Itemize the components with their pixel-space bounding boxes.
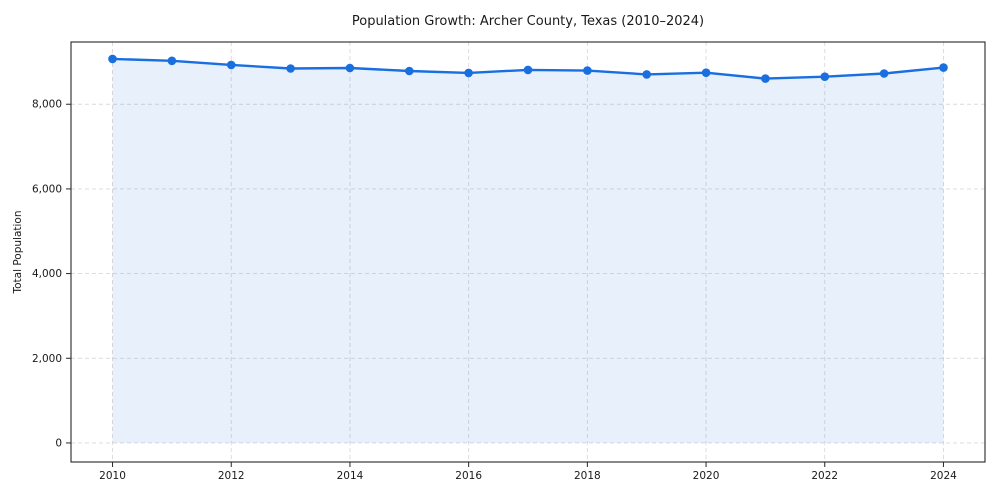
data-point — [464, 68, 473, 78]
grid — [71, 42, 985, 462]
data-point — [879, 69, 889, 78]
data-point — [226, 60, 236, 70]
data-point — [701, 68, 711, 77]
chart-title: Population Growth: Archer County, Texas … — [352, 14, 704, 29]
plot-border — [70, 41, 986, 463]
x-tick-label: 2014 — [337, 470, 364, 482]
data-point — [820, 72, 830, 81]
x-tick-label: 2016 — [455, 470, 482, 482]
data-point — [761, 74, 770, 83]
data-point — [405, 66, 414, 76]
x-tick-label: 2020 — [693, 470, 720, 482]
data-point — [108, 54, 117, 64]
area-fill — [112, 58, 944, 443]
x-tick-label: 2010 — [99, 470, 126, 482]
y-tick-label: 0 — [55, 437, 62, 449]
y-axis-label: Total Population — [12, 210, 24, 294]
y-tick-label: 6,000 — [32, 183, 62, 195]
data-series — [108, 54, 948, 443]
data-point — [167, 56, 177, 66]
data-point — [583, 66, 592, 75]
y-tick-label: 4,000 — [32, 268, 62, 280]
x-tick-label: 2018 — [574, 470, 601, 482]
x-tick-label: 2024 — [930, 470, 957, 482]
data-point — [286, 64, 295, 73]
data-point — [642, 70, 651, 79]
data-point — [523, 65, 533, 75]
y-tick-label: 2,000 — [32, 353, 62, 365]
x-tick-label: 2012 — [218, 470, 245, 482]
x-tick-label: 2022 — [811, 470, 838, 482]
data-point — [939, 63, 948, 72]
y-tick-label: 8,000 — [32, 99, 62, 111]
data-point — [345, 63, 355, 73]
axes: 0 2,000 4,000 6,000 8,000 2010 2012 2014 2016 201… — [32, 41, 986, 482]
